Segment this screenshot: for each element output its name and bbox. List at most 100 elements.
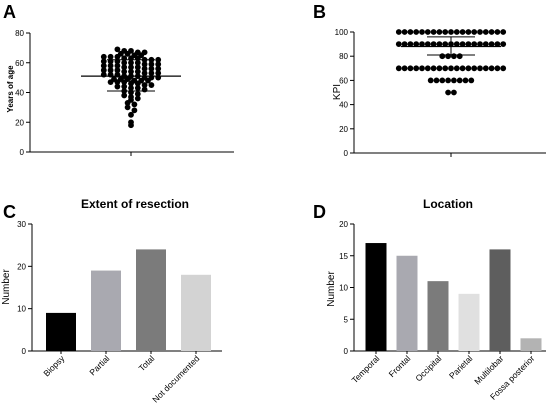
data-point-b xyxy=(494,29,501,35)
data-point-b xyxy=(401,65,408,72)
data-point-b xyxy=(453,29,460,35)
data-point-b xyxy=(395,65,402,72)
data-point-a xyxy=(114,62,121,69)
panel-b: B KPI 0 20 40 60 80 100 xyxy=(313,2,546,158)
data-point-b xyxy=(430,65,437,72)
data-point-a xyxy=(107,67,114,74)
data-point-a xyxy=(134,80,141,87)
data-point-b xyxy=(500,65,507,72)
data-point-a xyxy=(121,92,128,99)
data-point-b xyxy=(488,41,495,47)
data-point-a xyxy=(121,68,128,75)
data-point-b xyxy=(445,89,451,96)
data-point-b xyxy=(477,65,483,72)
data-point-b xyxy=(448,65,454,72)
data-point-a xyxy=(141,61,148,68)
data-point-a xyxy=(100,62,107,69)
data-point-b xyxy=(468,77,475,84)
x-tick-label-d: Occipital xyxy=(413,353,443,383)
data-point-b xyxy=(482,29,489,35)
data-point-a xyxy=(114,53,121,60)
data-point-b xyxy=(413,65,420,72)
data-point-b xyxy=(451,77,457,84)
data-point-a xyxy=(141,82,148,88)
data-point-a xyxy=(124,104,131,111)
data-point-a xyxy=(100,67,107,74)
data-point-b xyxy=(451,89,457,96)
y-tick-label-d: 10 xyxy=(339,284,348,293)
data-point-a xyxy=(148,82,155,88)
chart-title-c: Extent of resection xyxy=(81,197,189,211)
y-tick-label-a: 60 xyxy=(15,59,24,68)
data-point-b xyxy=(401,29,408,35)
data-point-b xyxy=(482,65,489,72)
data-point-b xyxy=(442,65,449,72)
y-tick-label-c: 0 xyxy=(22,347,27,356)
data-point-a xyxy=(121,64,128,71)
y-tick-label-b: 60 xyxy=(339,76,348,85)
data-point-b xyxy=(401,41,408,47)
data-point-b xyxy=(419,29,425,35)
data-point-a xyxy=(148,61,155,68)
data-point-b xyxy=(419,65,425,72)
panel-letter-a: A xyxy=(3,2,16,22)
data-point-a xyxy=(114,46,121,53)
data-point-a xyxy=(121,83,128,90)
data-point-a xyxy=(114,79,121,85)
data-point-b xyxy=(471,29,478,35)
data-point-a xyxy=(134,91,141,97)
data-point-a xyxy=(107,62,114,69)
data-point-b xyxy=(488,29,495,35)
data-point-b xyxy=(465,65,472,72)
data-point-b xyxy=(424,29,431,35)
data-point-b xyxy=(436,41,443,47)
bar-d xyxy=(520,338,542,351)
data-point-a xyxy=(121,59,128,66)
data-point-a xyxy=(141,70,148,77)
data-point-a xyxy=(141,65,148,72)
data-point-b xyxy=(419,41,425,47)
data-point-a xyxy=(131,101,138,108)
y-tick-label-b: 80 xyxy=(339,52,348,61)
data-point-b xyxy=(424,65,431,72)
data-point-b xyxy=(459,29,466,35)
y-tick-label-d: 5 xyxy=(344,315,349,324)
x-tick-label-c: Total xyxy=(137,353,157,373)
data-point-b xyxy=(471,65,478,72)
data-point-a xyxy=(155,61,162,68)
data-point-b xyxy=(413,41,420,47)
data-point-a xyxy=(134,59,141,66)
data-point-b xyxy=(477,41,483,47)
y-axis-label-b: KPI xyxy=(332,84,343,100)
bar-c xyxy=(181,274,211,351)
data-point-a xyxy=(114,67,121,74)
data-point-a xyxy=(134,64,141,71)
data-point-a xyxy=(114,83,121,90)
data-point-b xyxy=(477,29,483,35)
data-point-b xyxy=(439,53,446,60)
x-tick-label-c: Not documented xyxy=(150,353,201,404)
x-tick-label-c: Biopsy xyxy=(41,353,67,379)
data-point-b xyxy=(442,41,449,47)
data-point-b xyxy=(453,41,460,47)
data-point-b xyxy=(445,53,451,60)
data-point-b xyxy=(442,29,449,35)
data-point-b xyxy=(465,41,472,47)
data-point-b xyxy=(407,65,414,72)
y-tick-label-c: 10 xyxy=(17,305,26,314)
panel-d: D Location Number 0 5 10 15 20 Temporal Fronta… xyxy=(313,197,546,402)
data-point-a xyxy=(134,68,141,75)
data-point-b xyxy=(433,77,440,84)
data-point-a xyxy=(124,50,131,57)
bar-d xyxy=(365,243,387,351)
data-point-a xyxy=(100,53,107,60)
bars-c xyxy=(46,249,211,351)
data-point-b xyxy=(395,29,402,35)
axes-b: 0 20 40 60 80 100 xyxy=(335,28,546,158)
data-point-b xyxy=(430,29,437,35)
points-b xyxy=(395,29,507,96)
data-point-a xyxy=(128,122,134,129)
data-point-b xyxy=(395,41,402,47)
data-point-b xyxy=(459,65,466,72)
